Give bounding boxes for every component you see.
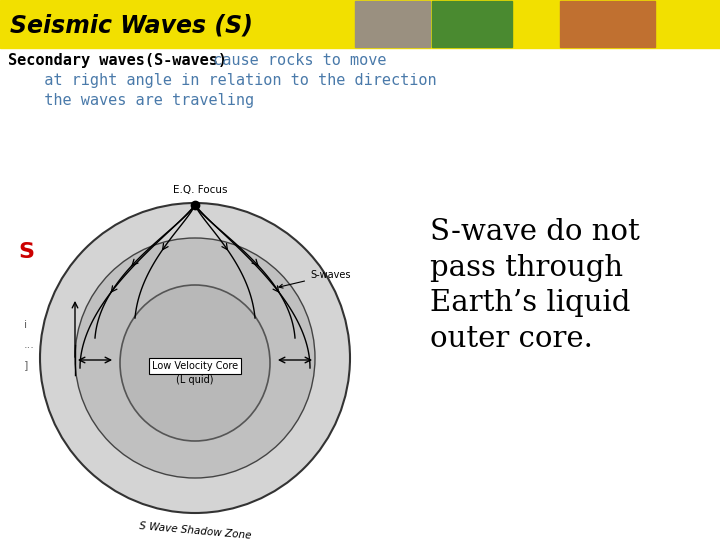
Text: Low Velocity Core: Low Velocity Core: [152, 361, 238, 371]
Text: Secondary waves(S-waves): Secondary waves(S-waves): [8, 53, 227, 68]
Text: ...: ...: [24, 340, 35, 350]
Bar: [355, 1, 430, 47]
Text: S Wave Shadow Zone: S Wave Shadow Zone: [138, 521, 251, 540]
Text: E.Q. Focus: E.Q. Focus: [173, 185, 228, 195]
Text: Seismic Waves (S): Seismic Waves (S): [10, 13, 253, 37]
Text: Earth’s liquid: Earth’s liquid: [430, 289, 631, 318]
Text: outer core.: outer core.: [430, 325, 593, 353]
Text: S-waves: S-waves: [279, 270, 351, 288]
Bar: [0, 0, 720, 48]
Bar: [560, 1, 655, 47]
Text: S-wave do not: S-wave do not: [430, 218, 640, 246]
Bar: [432, 1, 512, 47]
Text: at right angle in relation to the direction: at right angle in relation to the direct…: [26, 73, 436, 88]
Circle shape: [40, 203, 350, 513]
Text: pass through: pass through: [430, 254, 623, 282]
Text: ]: ]: [24, 360, 28, 370]
Text: i: i: [24, 320, 27, 330]
Text: cause rocks to move: cause rocks to move: [204, 53, 387, 68]
Text: the waves are traveling: the waves are traveling: [26, 93, 254, 108]
Circle shape: [75, 238, 315, 478]
Ellipse shape: [120, 285, 270, 441]
Text: (L quid): (L quid): [176, 375, 214, 385]
Text: S: S: [18, 242, 34, 262]
